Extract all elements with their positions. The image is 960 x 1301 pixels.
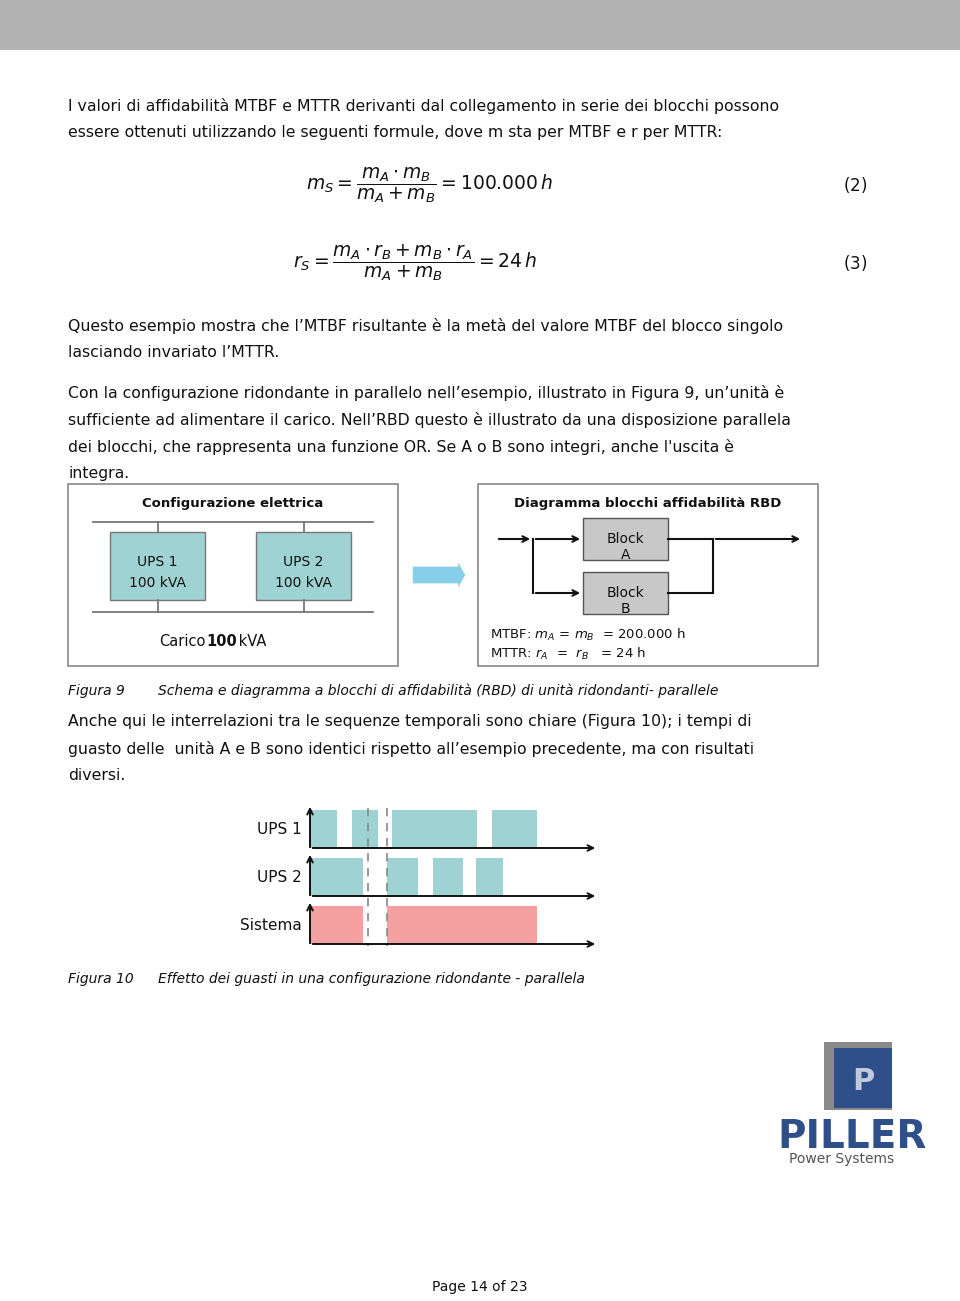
Text: MTBF: $m_A$ = $m_B$  = 200.000 h: MTBF: $m_A$ = $m_B$ = 200.000 h (490, 627, 685, 643)
Bar (352, 811, 377, 848)
Text: UPS 2: UPS 2 (283, 556, 324, 569)
Bar (387, 857, 418, 896)
Bar (310, 905, 363, 945)
Text: Effetto dei guasti in una configurazione ridondante - parallela: Effetto dei guasti in una configurazione… (158, 972, 585, 986)
Text: kVA: kVA (234, 634, 266, 649)
Bar (433, 857, 463, 896)
Text: Figura 10: Figura 10 (68, 972, 133, 986)
Bar (583, 518, 668, 559)
Text: Diagramma blocchi affidabilità RBD: Diagramma blocchi affidabilità RBD (515, 497, 781, 510)
Text: Configurazione elettrica: Configurazione elettrica (142, 497, 324, 510)
Text: $(3)$: $(3)$ (843, 252, 867, 273)
Text: Carico: Carico (158, 634, 205, 649)
Text: 100: 100 (206, 634, 237, 649)
Bar (68, 484, 398, 666)
Bar (476, 857, 503, 896)
Text: I valori di affidabilità MTBF e MTTR derivanti dal collegamento in serie dei blo: I valori di affidabilità MTBF e MTTR der… (68, 98, 780, 114)
Bar (310, 811, 337, 848)
Text: Schema e diagramma a blocchi di affidabilità (RBD) di unità ridondanti- parallel: Schema e diagramma a blocchi di affidabi… (158, 684, 718, 699)
Text: sufficiente ad alimentare il carico. Nell’RBD questo è illustrato da una disposi: sufficiente ad alimentare il carico. Nel… (68, 412, 791, 428)
Text: UPS 2: UPS 2 (257, 869, 302, 885)
Text: integra.: integra. (68, 466, 130, 481)
Bar (478, 484, 818, 666)
Bar (310, 857, 363, 896)
Text: B: B (621, 602, 631, 615)
Text: Sistema: Sistema (240, 917, 302, 933)
Text: PILLER: PILLER (777, 1118, 926, 1157)
Bar (824, 1042, 892, 1110)
Text: lasciando invariato l’MTTR.: lasciando invariato l’MTTR. (68, 345, 279, 360)
Text: MTTR: $r_A$  =  $r_B$   = 24 h: MTTR: $r_A$ = $r_B$ = 24 h (490, 647, 646, 662)
Text: Figura 9: Figura 9 (68, 684, 125, 699)
Text: Con la configurazione ridondante in parallelo nell’esempio, illustrato in Figura: Con la configurazione ridondante in para… (68, 385, 784, 401)
Text: UPS 1: UPS 1 (257, 821, 302, 837)
Bar (492, 811, 537, 848)
Text: $(2)$: $(2)$ (843, 176, 867, 195)
Bar (583, 572, 668, 614)
Text: P: P (852, 1068, 875, 1097)
Text: A: A (621, 548, 631, 562)
Text: Block: Block (607, 585, 644, 600)
Text: essere ottenuti utilizzando le seguenti formule, dove m sta per MTBF e r per MTT: essere ottenuti utilizzando le seguenti … (68, 125, 722, 141)
Text: dei blocchi, che rappresenta una funzione OR. Se A o B sono integri, anche l'usc: dei blocchi, che rappresenta una funzion… (68, 438, 734, 455)
Text: UPS 1: UPS 1 (137, 556, 178, 569)
Text: 100 kVA: 100 kVA (129, 576, 186, 589)
Bar (387, 905, 537, 945)
Text: diversi.: diversi. (68, 768, 126, 783)
Text: Questo esempio mostra che l’MTBF risultante è la metà del valore MTBF del blocco: Questo esempio mostra che l’MTBF risulta… (68, 317, 783, 334)
Text: Anche qui le interrelazioni tra le sequenze temporali sono chiare (Figura 10); i: Anche qui le interrelazioni tra le seque… (68, 714, 752, 729)
Text: Power Systems: Power Systems (789, 1151, 894, 1166)
Bar (834, 1049, 892, 1108)
Text: $r_S = \dfrac{m_A \cdot r_B + m_B \cdot r_A}{m_A + m_B} = 24\,h$: $r_S = \dfrac{m_A \cdot r_B + m_B \cdot … (293, 243, 537, 284)
Text: Block: Block (607, 532, 644, 546)
Text: $m_S = \dfrac{m_A \cdot m_B}{m_A + m_B} = 100.000\,h$: $m_S = \dfrac{m_A \cdot m_B}{m_A + m_B} … (306, 165, 554, 204)
Bar (393, 811, 477, 848)
Bar (0, 0, 960, 49)
Text: 100 kVA: 100 kVA (275, 576, 332, 589)
Text: guasto delle  unità A e B sono identici rispetto all’esempio precedente, ma con : guasto delle unità A e B sono identici r… (68, 742, 755, 757)
Bar (256, 532, 351, 600)
Text: Page 14 of 23: Page 14 of 23 (432, 1280, 528, 1294)
Bar (110, 532, 205, 600)
